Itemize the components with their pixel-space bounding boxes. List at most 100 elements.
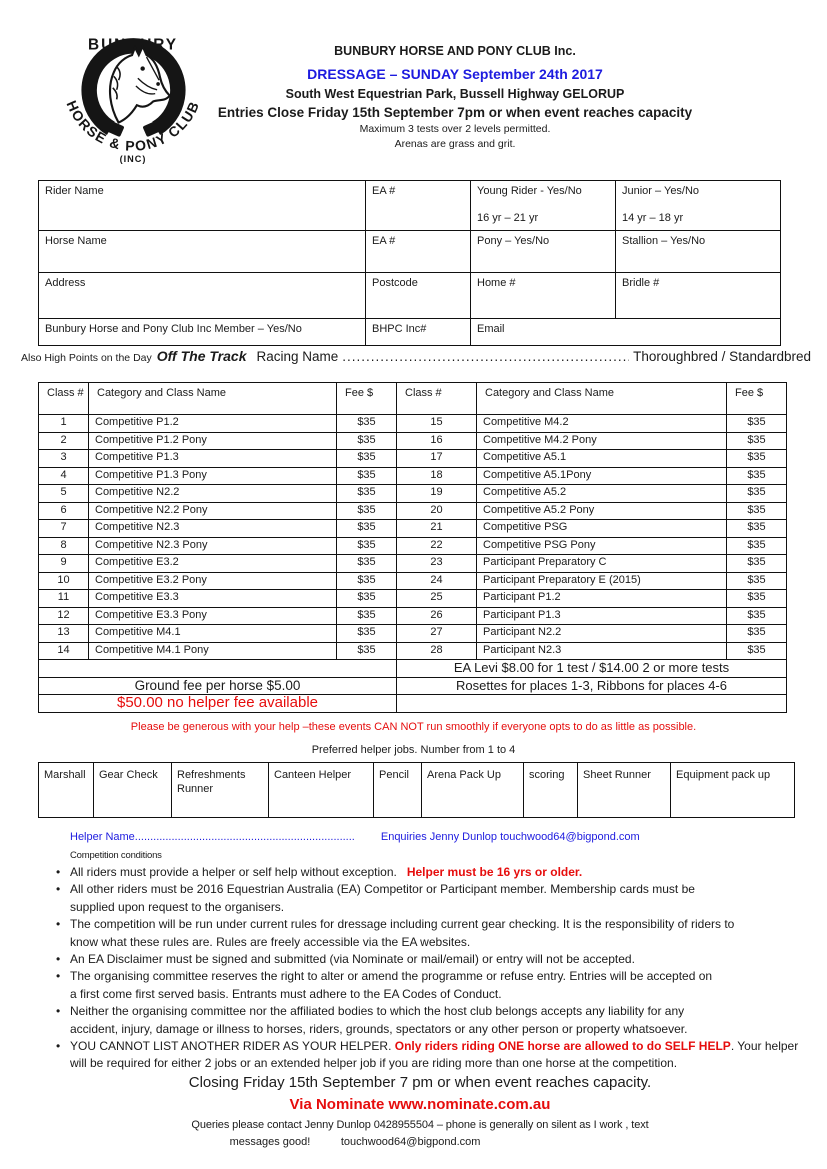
class-name-cell: Competitive M4.2 Pony [476,431,727,450]
fee-cell: $35 [726,431,787,450]
class-num-cell: 15 [396,414,477,433]
logo-inc-text: (INC) [120,154,147,164]
fee-cell: $35 [336,449,397,468]
condition-item: • All riders must provide a helper or sel… [40,864,810,881]
fee-cell: $35 [336,624,397,643]
address-row: Address Postcode Home # Bridle # [38,271,781,319]
condition-text: The organising committee reserves the ri… [70,969,713,1001]
fee-cell: $35 [726,501,787,520]
helper-jobs-table: Marshall Gear Check Refreshments Runner Can… [38,762,795,818]
class-name-cell: Participant N2.3 [476,641,727,660]
class-num-cell: 17 [396,449,477,468]
condition-text: The competition will be run under curren… [70,917,735,949]
helper-job-cell: Marshall [38,762,94,818]
member-cell: Bunbury Horse and Pony Club Inc Member –… [38,317,366,346]
condition-item: • Neither the organising committee nor th… [40,1003,810,1038]
fee-header: Fee $ [726,382,787,415]
class-num-cell: 26 [396,606,477,625]
entries-close-line: Entries Close Friday 15th September 7pm … [217,105,693,120]
condition-item: • The organising committee reserves the r… [40,968,810,1003]
rider-ea-cell: EA # [365,180,471,231]
class-name-cell: Competitive A5.1Pony [476,466,727,485]
fee-cell: $35 [336,501,397,520]
fee-header: Fee $ [336,382,397,415]
fee-cell: $35 [336,606,397,625]
class-name-cell: Competitive M4.1 Pony [88,641,337,660]
class-num-cell: 25 [396,589,477,608]
class-num-cell: 28 [396,641,477,660]
queries-line-1: Queries please contact Jenny Dunlop 0428… [191,1119,649,1131]
class-num-cell: 1 [38,414,89,433]
bullet-icon: • [56,952,61,967]
rider-name-cell: Rider Name [38,180,366,231]
off-the-track-line: Also High Points on the Day Off The Trac… [21,348,811,364]
helper-job-cell: Pencil [373,762,422,818]
bullet-icon: • [56,917,61,932]
class-row: 7 Competitive N2.3 $35 21 Competitive PSG $35 [38,519,787,538]
fee-cell: $35 [336,589,397,608]
horse-head-icon [108,43,172,124]
class-name-cell: Competitive E3.2 Pony [88,571,337,590]
class-row: 8 Competitive N2.3 Pony $35 22 Competitive P… [38,536,787,555]
address-cell: Address [38,271,366,319]
fee-cell: $35 [726,536,787,555]
fee-cell: $35 [336,536,397,555]
category-header: Category and Class Name [88,382,337,415]
fee-cell: $35 [726,589,787,608]
class-name-cell: Participant Preparatory C [476,554,727,573]
condition-text: Neither the organising committee nor the… [70,1004,688,1036]
class-table-body: 1 Competitive P1.2 $35 15 Competitive M4.2 $3… [38,414,787,660]
class-num-header: Class # [396,382,477,415]
class-name-cell: Competitive M4.1 [88,624,337,643]
class-row: 14 Competitive M4.1 Pony $35 28 Participant … [38,641,787,660]
class-num-cell: 7 [38,519,89,538]
junior-cell: Junior – Yes/No 14 yr – 18 yr [615,180,781,231]
nominate-link-line: Via Nominate www.nominate.com.au [289,1096,551,1113]
class-num-cell: 13 [38,624,89,643]
ea-levy-note: EA Levi $8.00 for 1 test / $14.00 2 or m… [396,659,787,678]
stallion-cell: Stallion – Yes/No [615,229,781,273]
class-num-cell: 24 [396,571,477,590]
queries-line-2: messages good! touchwood64@bigpond.com [229,1136,481,1148]
rosettes-note: Rosettes for places 1-3, Ribbons for pla… [396,676,787,695]
class-num-cell: 21 [396,519,477,538]
class-row: 3 Competitive P1.3 $35 17 Competitive A5.1 $3… [38,449,787,468]
home-phone-cell: Home # [470,271,616,319]
bullet-icon: • [56,865,61,879]
enquiries-email-link[interactable]: Enquiries Jenny Dunlop touchwood64@bigpo… [380,831,640,843]
horseshoe-icon [81,38,186,137]
helper-job-cell: Arena Pack Up [421,762,524,818]
class-row: 5 Competitive N2.2 $35 19 Competitive A5.2 $3… [38,484,787,503]
class-row: 6 Competitive N2.2 Pony $35 20 Competitive A… [38,501,787,520]
fee-cell: $35 [726,641,787,660]
bullet-icon: • [56,969,61,984]
email-cell: Email [470,317,781,346]
member-row: Bunbury Horse and Pony Club Inc Member –… [38,317,781,346]
fee-cell: $35 [726,554,787,573]
class-num-cell: 5 [38,484,89,503]
postcode-cell: Postcode [365,271,471,319]
rider-details-table: Rider Name EA # Young Rider - Yes/No 16 … [38,180,781,346]
class-num-cell: 10 [38,571,89,590]
condition-item: • All other riders must be 2016 Equestria… [40,881,810,916]
class-num-cell: 27 [396,624,477,643]
class-row: 9 Competitive E3.2 $35 23 Participant Prepar… [38,554,787,573]
levy-row: EA Levi $8.00 for 1 test / $14.00 2 or m… [38,659,787,678]
class-num-cell: 12 [38,606,89,625]
fee-cell: $35 [336,571,397,590]
class-name-cell: Competitive A5.2 Pony [476,501,727,520]
class-row: 1 Competitive P1.2 $35 15 Competitive M4.2 $3… [38,414,787,433]
ground-fee-row: Ground fee per horse $5.00 Rosettes for … [38,676,787,695]
fee-cell: $35 [726,571,787,590]
pony-cell: Pony – Yes/No [470,229,616,273]
fee-cell: $35 [726,466,787,485]
fee-cell: $35 [726,449,787,468]
class-num-cell: 4 [38,466,89,485]
class-name-cell: Competitive N2.3 Pony [88,536,337,555]
venue-line: South West Equestrian Park, Bussell High… [285,87,625,101]
condition-item: • An EA Disclaimer must be signed and sub… [40,951,810,968]
fee-cell: $35 [336,519,397,538]
class-name-cell: Competitive P1.3 Pony [88,466,337,485]
class-num-cell: 11 [38,589,89,608]
class-name-cell: Competitive PSG Pony [476,536,727,555]
